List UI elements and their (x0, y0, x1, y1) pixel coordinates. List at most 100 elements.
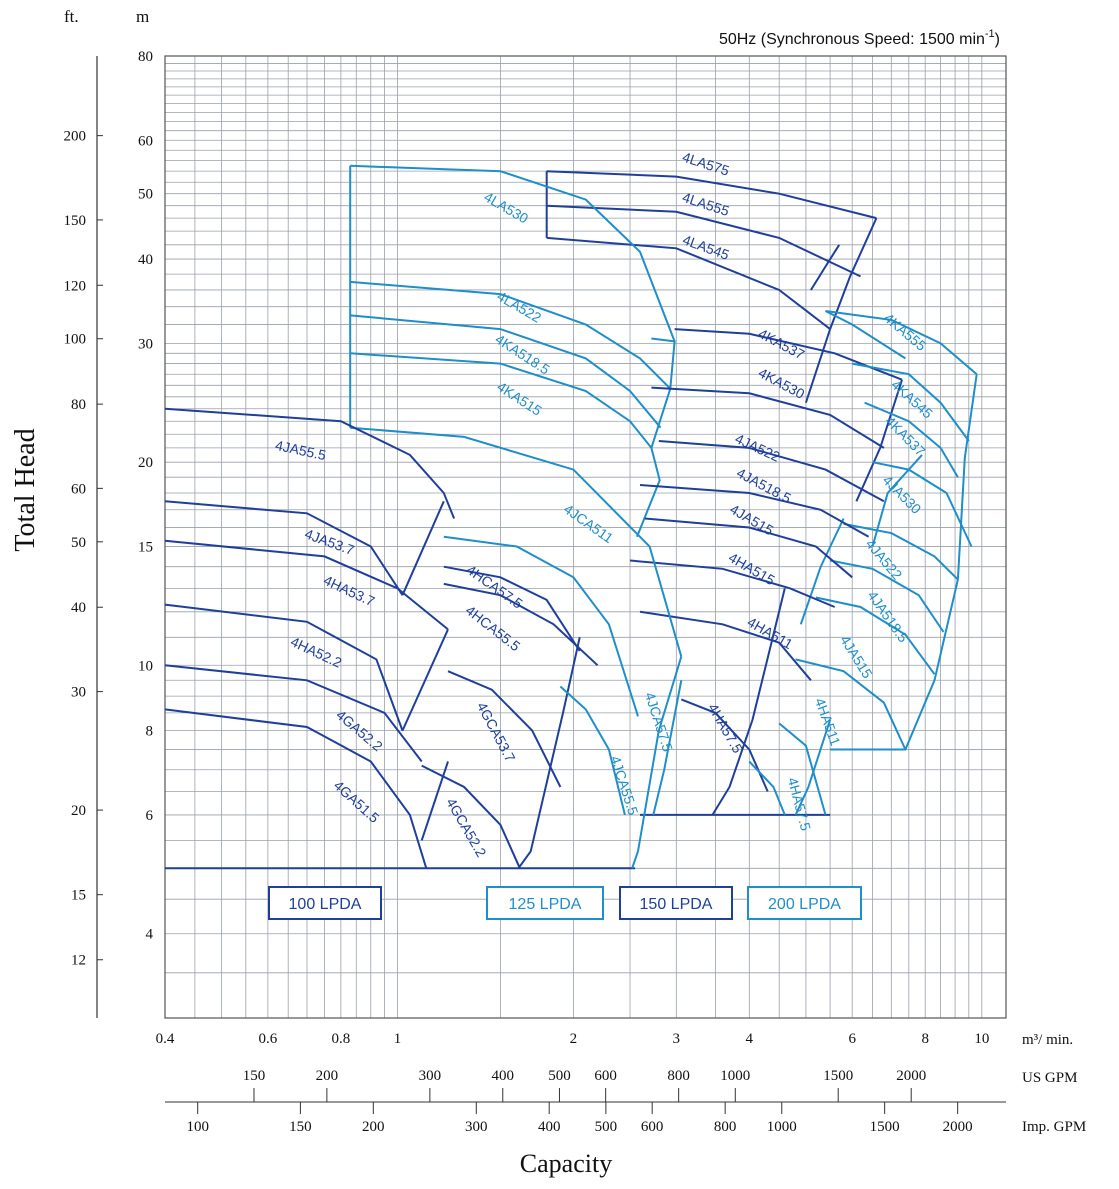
series-lines (164, 164, 978, 870)
m-tick-label: 20 (138, 455, 153, 471)
curve-label: 4LA530 (481, 188, 531, 226)
impgpm-tick-label: 2000 (943, 1119, 973, 1135)
m3-tick-label: 8 (921, 1031, 929, 1047)
m3-tick-label: 4 (746, 1031, 754, 1047)
ft-tick-label: 200 (64, 129, 87, 145)
usgpm-tick-label: 200 (316, 1068, 339, 1084)
unit-impgpm-label: Imp. GPM (1022, 1119, 1086, 1135)
group-label-box (268, 886, 382, 920)
ft-tick-label: 20 (71, 803, 86, 819)
unit-m3-label: m³/ min. (1022, 1032, 1073, 1048)
impgpm-tick-label: 200 (362, 1119, 385, 1135)
unit-ft-label: ft. (64, 7, 79, 26)
ft-tick-label: 120 (64, 278, 87, 294)
impgpm-tick-label: 800 (714, 1119, 737, 1135)
curve-label: 4JCA55.5 (607, 754, 641, 818)
series-line-4ja522 (658, 440, 885, 503)
series-line-4ja515 (815, 596, 936, 675)
series-line-4ka537 (864, 401, 959, 478)
series-line-4ha515 (629, 559, 836, 608)
curve-label: 4HA57.5 (705, 701, 746, 756)
impgpm-tick-label: 600 (641, 1119, 664, 1135)
envelope-line (652, 680, 683, 816)
series-line-4ha511 (639, 610, 812, 681)
m-tick-label: 15 (138, 539, 153, 555)
usgpm-tick-label: 400 (492, 1068, 515, 1084)
impgpm-tick-label: 100 (186, 1119, 209, 1135)
group-label-box (619, 886, 733, 920)
curve-label: 4KA515 (494, 378, 545, 419)
series-line-4la555 (546, 204, 861, 278)
series-line-4la545 (546, 236, 831, 330)
grid (164, 55, 1007, 1019)
m3-tick-label: 0.6 (259, 1031, 278, 1047)
usgpm-tick-label: 300 (419, 1068, 442, 1084)
envelope-line (804, 217, 878, 404)
axes: 2001501201008060504030201512806050403020… (64, 49, 1006, 1135)
envelope-line (631, 656, 683, 869)
series-line-4la530 (350, 164, 676, 342)
series-line-4ja53-7 (164, 500, 404, 596)
m-tick-label: 6 (146, 808, 154, 824)
group-label-text: 200 LPDA (768, 896, 841, 913)
series-line-4ja55-5 (164, 407, 456, 519)
series-line-4ha52-2 (164, 603, 404, 731)
curve-label: 4JA515 (837, 632, 876, 681)
usgpm-tick-label: 500 (548, 1068, 571, 1084)
curve-label: 4HA515 (726, 549, 778, 588)
group-label-box (747, 886, 862, 920)
series-line-4ha53-7 (164, 539, 449, 631)
curve-label: 4GCA52.2 (443, 795, 490, 860)
series-line-4ha511 (795, 658, 907, 750)
plot-frame (164, 55, 1007, 1019)
curve-label: 4JA522 (733, 430, 783, 465)
envelope-line (711, 588, 786, 816)
y-axis-title: Total Head (10, 428, 41, 551)
impgpm-tick-label: 1000 (767, 1119, 797, 1135)
ft-tick-label: 50 (71, 535, 86, 551)
group-label-text: 150 LPDA (640, 896, 713, 913)
m-tick-label: 80 (138, 49, 153, 65)
m3-tick-label: 10 (974, 1031, 989, 1047)
series-line-4jca55-5 (559, 685, 626, 816)
ft-tick-label: 40 (71, 600, 86, 616)
impgpm-tick-label: 300 (465, 1119, 488, 1135)
curve-label: 4JA515 (727, 501, 776, 539)
series-line-4ja518-5 (639, 484, 870, 538)
series-line-4ha57-5 (748, 760, 786, 816)
curve-label: 4HA53.7 (321, 572, 377, 610)
series-line-4ja522 (843, 522, 959, 581)
usgpm-tick-label: 1000 (720, 1068, 750, 1084)
m3-tick-label: 2 (570, 1031, 578, 1047)
envelope-line (636, 337, 676, 538)
m-tick-label: 60 (138, 133, 153, 149)
impgpm-tick-label: 1500 (870, 1119, 900, 1135)
impgpm-tick-label: 500 (595, 1119, 618, 1135)
envelope-line (855, 379, 903, 502)
series-line-4ja518-5 (829, 559, 945, 633)
ft-tick-label: 150 (64, 213, 87, 229)
series-line-4jca57-5 (443, 535, 639, 717)
curve-labels: 4LA5754LA5554LA5454LA5304LA5224KA518.54K… (274, 149, 936, 860)
m-tick-label: 8 (146, 724, 154, 740)
curve-label: 4HA511 (812, 696, 844, 748)
series-line-4gca53-7 (447, 670, 562, 788)
m-tick-label: 50 (138, 187, 153, 203)
envelope-line (794, 719, 832, 816)
ft-tick-label: 80 (71, 397, 86, 413)
curve-label: 4LA545 (681, 231, 732, 263)
series-line-4ka555 (825, 310, 978, 375)
series-line-4la522 (350, 280, 672, 390)
ft-tick-label: 30 (71, 685, 86, 701)
envelope-line (401, 628, 449, 732)
x-axis-title: Capacity (520, 1149, 612, 1178)
envelope-line (517, 637, 581, 869)
unit-m-label: m (136, 7, 149, 26)
curve-label: 4LA575 (680, 149, 731, 179)
group-labels: 100 LPDA 125 LPDA 150 LPDA 200 LPDA (268, 886, 862, 920)
envelope-line (825, 310, 906, 360)
impgpm-tick-label: 150 (289, 1119, 312, 1135)
series-line-4hca55-5 (443, 582, 599, 667)
curve-label: 4JA518.5 (734, 464, 794, 506)
